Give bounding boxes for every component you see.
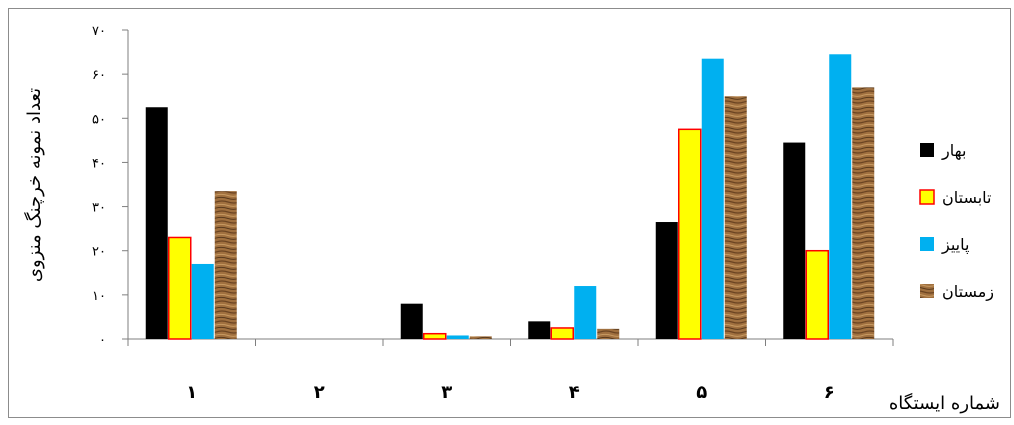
bar [574, 286, 597, 339]
legend-swatch [920, 237, 934, 251]
bar [852, 87, 875, 339]
bar [446, 335, 469, 339]
bar [191, 263, 214, 339]
y-tick-label: ۰ [99, 333, 106, 348]
y-tick-label: ۵۰ [92, 112, 106, 127]
y-tick-label: ۱۰ [92, 289, 106, 304]
y-tick-label: ۷۰ [92, 24, 106, 39]
bar [678, 128, 702, 340]
bar [469, 336, 492, 339]
y-axis-title: تعداد نمونه خرچنگ منزوی [23, 88, 45, 282]
legend-label: زمستان [942, 282, 994, 302]
bar [400, 303, 423, 339]
x-tick-label: ۲ [314, 382, 325, 403]
x-tick-label: ۶ [824, 382, 835, 403]
y-tick-label: ۲۰ [92, 245, 106, 260]
bar [783, 142, 806, 339]
legend-label: پاییز [941, 235, 969, 255]
bar [214, 191, 237, 339]
x-tick-label: ۴ [569, 382, 580, 403]
y-tick-label: ۶۰ [92, 68, 106, 83]
bar [145, 107, 168, 339]
y-tick-label: ۳۰ [92, 201, 106, 216]
legend-swatch [920, 143, 934, 157]
x-tick-label: ۳ [441, 382, 452, 403]
bar [423, 332, 447, 340]
bar [724, 96, 747, 339]
legend-swatch [920, 284, 934, 298]
legend-label: بهار [941, 141, 966, 161]
y-tick-label: ۴۰ [92, 156, 106, 171]
bar [701, 58, 724, 339]
bar [805, 249, 829, 340]
legend-label: تابستان [942, 188, 992, 207]
x-tick-label: ۱ [186, 382, 197, 403]
bar [829, 54, 852, 340]
bar [528, 321, 551, 339]
bar [655, 222, 678, 339]
x-tick-label: ۵ [696, 382, 707, 403]
bar [168, 236, 192, 340]
x-axis-title: شماره ایستگاه [889, 392, 1000, 414]
bar [597, 328, 620, 339]
bar [550, 327, 574, 340]
legend-swatch [919, 189, 935, 205]
